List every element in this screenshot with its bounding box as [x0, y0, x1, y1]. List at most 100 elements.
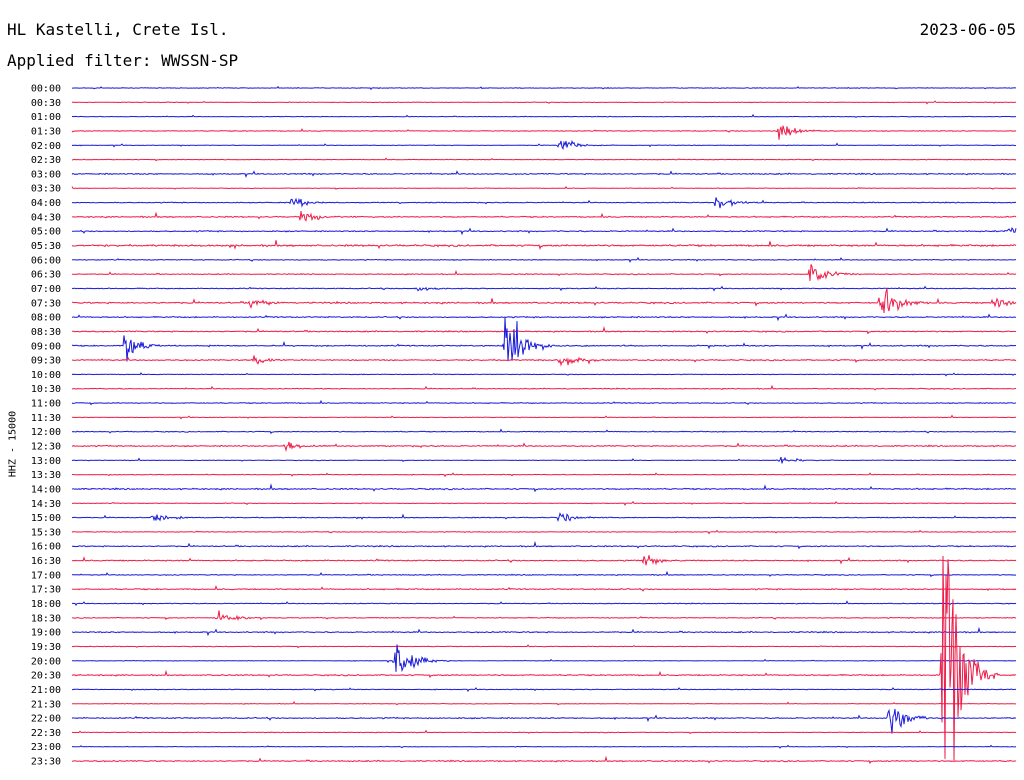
hour-tick-label: 11:30 — [31, 413, 61, 424]
trace-line — [71, 211, 1017, 222]
hour-tick-label: 09:00 — [31, 341, 61, 352]
hour-tick-label: 15:30 — [31, 527, 61, 538]
trace-line — [71, 399, 1017, 406]
trace-line — [72, 600, 1017, 607]
hour-tick-label: 08:30 — [31, 327, 61, 338]
trace-line — [71, 512, 1017, 522]
trace-line — [71, 483, 1017, 493]
hour-tick-label: 05:30 — [31, 241, 61, 252]
hour-tick-label: 05:00 — [31, 227, 61, 238]
trace-line — [71, 644, 1017, 649]
trace-line — [72, 85, 1016, 91]
hour-tick-label: 06:00 — [31, 255, 61, 266]
trace-line — [71, 170, 1017, 179]
hour-tick-label: 11:00 — [31, 399, 61, 410]
trace-line — [72, 610, 1017, 621]
trace-line — [72, 288, 1017, 314]
trace-line — [71, 626, 1017, 637]
trace-line — [71, 240, 1017, 251]
hour-tick-label: 17:00 — [31, 570, 61, 581]
trace-line — [71, 186, 1016, 190]
hour-tick-label: 04:30 — [31, 212, 61, 223]
hour-tick-label: 21:30 — [31, 699, 61, 710]
trace-line — [72, 227, 1017, 236]
hour-tick-label: 22:00 — [31, 714, 61, 725]
trace-line — [71, 585, 1017, 592]
hour-tick-label: 19:00 — [31, 628, 61, 639]
hour-tick-label: 02:00 — [31, 141, 61, 152]
trace-line — [71, 197, 1017, 209]
hour-tick-label: 13:30 — [31, 470, 61, 481]
trace-line — [71, 326, 1017, 335]
trace-line — [71, 708, 1017, 734]
hour-tick-label: 01:00 — [31, 112, 61, 123]
trace-line — [71, 729, 1017, 735]
hour-tick-label: 14:00 — [31, 484, 61, 495]
trace-line — [72, 355, 1017, 367]
trace-line — [71, 540, 1017, 550]
hour-tick-label: 16:30 — [31, 556, 61, 567]
hour-tick-label: 23:00 — [31, 742, 61, 753]
trace-line — [71, 687, 1017, 692]
trace-line — [72, 744, 1017, 749]
trace-line — [71, 139, 1017, 151]
trace-line — [72, 570, 1017, 578]
trace-line — [72, 157, 1017, 162]
hour-tick-label: 00:30 — [31, 98, 61, 109]
hour-tick-label: 14:30 — [31, 499, 61, 510]
filter-label: Applied filter: WWSSN-SP — [7, 51, 239, 70]
trace-line — [71, 317, 1017, 362]
hour-tick-label: 18:00 — [31, 599, 61, 610]
trace-line — [71, 428, 1016, 435]
hour-tick-label: 08:00 — [31, 313, 61, 324]
hour-tick-label: 17:30 — [31, 585, 61, 596]
trace-line — [71, 285, 1017, 292]
trace-line — [72, 755, 1016, 765]
trace-line — [71, 529, 1016, 535]
trace-line — [71, 384, 1017, 391]
trace-line — [71, 441, 1017, 453]
trace-line — [71, 555, 1017, 761]
hour-tick-label: 10:00 — [31, 370, 61, 381]
hour-tick-label: 04:00 — [31, 198, 61, 209]
trace-line — [71, 313, 1016, 322]
hour-tick-label: 15:00 — [31, 513, 61, 524]
hour-tick-label: 22:30 — [31, 728, 61, 739]
hour-tick-label: 16:00 — [31, 542, 61, 553]
hour-tick-label: 07:00 — [31, 284, 61, 295]
hour-tick-label: 12:30 — [31, 442, 61, 453]
hour-tick-label: 21:00 — [31, 685, 61, 696]
trace-line — [71, 125, 1017, 140]
hour-tick-label: 19:30 — [31, 642, 61, 653]
trace-line — [71, 100, 1017, 105]
hour-tick-label: 06:30 — [31, 270, 61, 281]
hour-tick-label: 12:00 — [31, 427, 61, 438]
hour-tick-label: 01:30 — [31, 126, 61, 137]
trace-line — [71, 113, 1017, 119]
hour-tick-label: 20:30 — [31, 671, 61, 682]
hour-tick-label: 20:00 — [31, 656, 61, 667]
trace-line — [72, 500, 1017, 506]
hour-tick-label: 10:30 — [31, 384, 61, 395]
station-title: HL Kastelli, Crete Isl. — [7, 20, 229, 39]
hour-tick-label: 07:30 — [31, 298, 61, 309]
trace-line — [71, 555, 1017, 566]
hour-tick-label: 13:00 — [31, 456, 61, 467]
hour-tick-label: 00:00 — [31, 84, 61, 95]
hour-tick-label: 03:30 — [31, 184, 61, 195]
hour-tick-label: 03:00 — [31, 169, 61, 180]
hour-tick-label: 02:30 — [31, 155, 61, 166]
trace-line — [71, 372, 1016, 377]
hour-tick-label: 23:30 — [31, 757, 61, 768]
trace-line — [71, 456, 1017, 464]
trace-line — [71, 700, 1016, 706]
trace-line — [71, 264, 1017, 282]
hour-tick-label: 09:30 — [31, 356, 61, 367]
trace-line — [72, 644, 1016, 673]
date-label: 2023-06-05 — [919, 20, 1016, 39]
trace-line — [71, 257, 1017, 263]
hour-tick-label: 18:30 — [31, 613, 61, 624]
trace-line — [71, 414, 1016, 420]
trace-line — [71, 472, 1017, 478]
